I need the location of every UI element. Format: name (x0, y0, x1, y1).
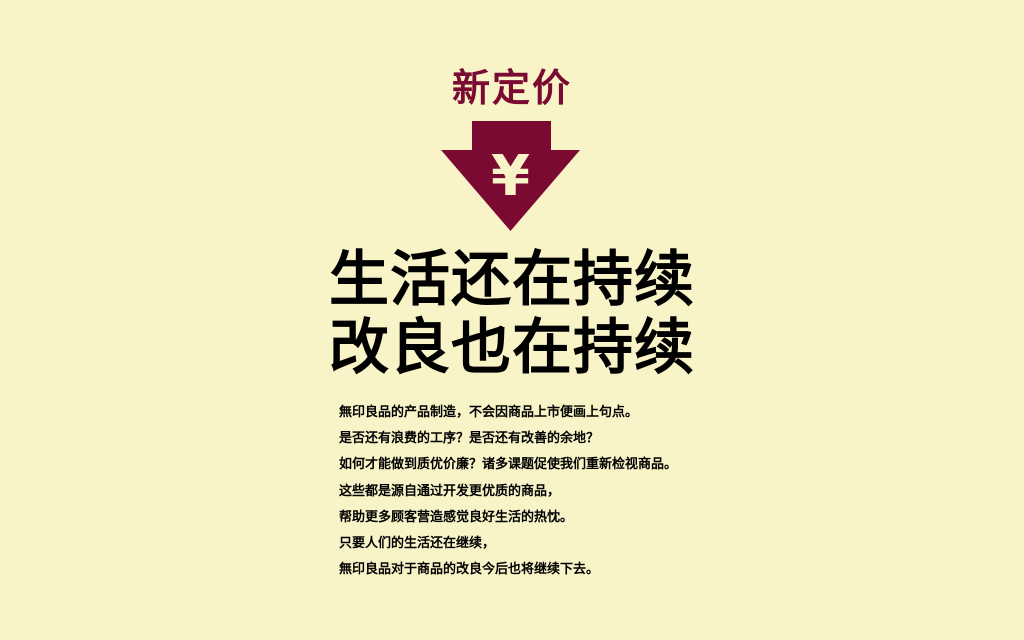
headline-line-1: 生活还在持续 (329, 245, 695, 315)
body-line-1: 無印良品的产品制造，不会因商品上市便画上句点。 (339, 405, 639, 420)
body-line-7: 無印良品对于商品的改良今后也将继续下去。 (339, 562, 600, 578)
body-line-3: 如何才能做到质优价廉？诸多课题促使我们重新检视商品。 (339, 457, 678, 473)
body-line-4: 这些都是源自通过开发更优质的商品， (339, 483, 561, 499)
body-line-2: 是否还有浪费的工序？是否还有改善的余地？ (339, 431, 600, 447)
new-price-label: 新定价 (451, 66, 572, 110)
yen-symbol: ¥ (491, 144, 530, 209)
body-line-5: 帮助更多顾客营造感觉良好生活的热忱。 (339, 509, 574, 525)
headline-line-2: 改良也在持续 (329, 313, 695, 383)
yen-down-arrow-icon: ¥ (441, 121, 580, 231)
body-line-6: 只要人们的生活还在继续， (339, 536, 496, 552)
body-text: 無印良品的产品制造，不会因商品上市便画上句点。 是否还有浪费的工序？是否还有改善… (339, 400, 759, 583)
